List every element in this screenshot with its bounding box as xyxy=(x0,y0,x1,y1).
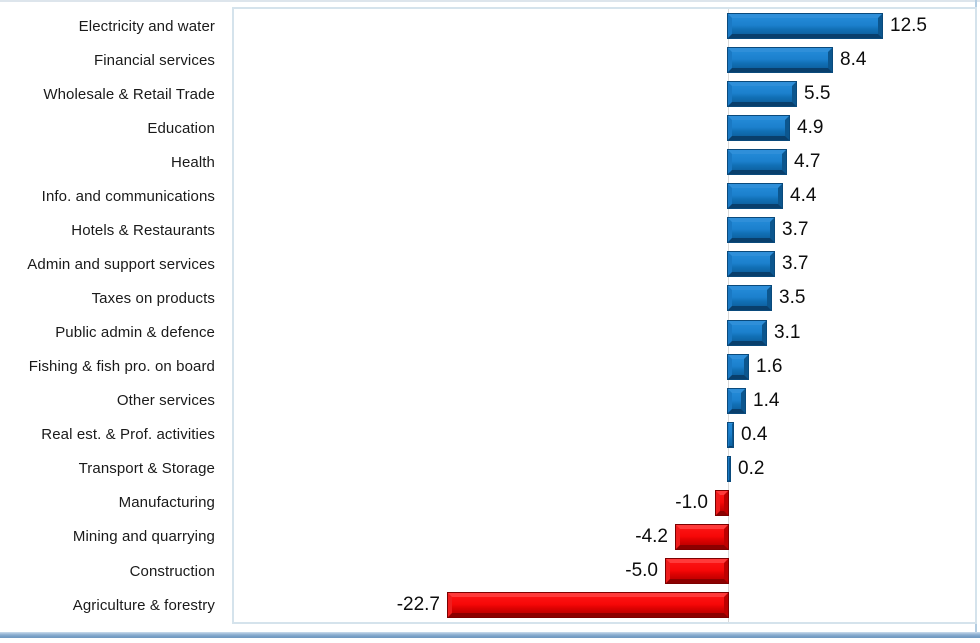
bar-row: 8.4 xyxy=(234,48,975,72)
value-label: -1.0 xyxy=(675,492,708,513)
category-label: Transport & Storage xyxy=(78,460,215,478)
bar-row: 3.5 xyxy=(234,286,975,310)
value-label: 12.5 xyxy=(890,15,927,36)
positive-bar xyxy=(728,82,796,106)
value-label: 3.7 xyxy=(782,219,809,240)
value-label: 4.7 xyxy=(794,151,821,172)
category-label: Wholesale & Retail Trade xyxy=(43,85,215,103)
value-label: 0.4 xyxy=(741,424,768,445)
zero-axis-line xyxy=(728,9,729,622)
category-label: Fishing & fish pro. on board xyxy=(28,358,215,376)
bar-row: 12.5 xyxy=(234,14,975,38)
value-label: 8.4 xyxy=(840,49,867,70)
positive-bar xyxy=(728,286,771,310)
positive-bar xyxy=(728,218,774,242)
bar-row: 0.2 xyxy=(234,457,975,481)
category-label: Electricity and water xyxy=(78,17,215,35)
category-label: Taxes on products xyxy=(91,290,215,308)
category-label: Manufacturing xyxy=(118,494,215,512)
bar-row: 4.4 xyxy=(234,184,975,208)
positive-bar xyxy=(728,150,786,174)
category-axis-labels: Electricity and water Financial services W… xyxy=(0,9,215,622)
category-label: Admin and support services xyxy=(27,255,215,273)
positive-bar xyxy=(728,389,745,413)
negative-bar xyxy=(716,491,728,515)
category-label: Construction xyxy=(129,562,215,580)
plot-area: 12.5 8.4 5.5 4.9 4.7 4.4 3.7 3.7 3.5 3.1 1.6 1.4 0.4… xyxy=(232,7,977,624)
bar-row: 0.4 xyxy=(234,423,975,447)
value-label: -5.0 xyxy=(625,560,658,581)
positive-bar xyxy=(728,184,782,208)
category-label: Financial services xyxy=(93,51,215,69)
bar-row: 3.7 xyxy=(234,218,975,242)
bar-row: 3.1 xyxy=(234,321,975,345)
category-label: Hotels & Restaurants xyxy=(71,221,215,239)
positive-bar xyxy=(728,116,789,140)
positive-bar xyxy=(728,355,748,379)
value-label: 3.7 xyxy=(782,253,809,274)
positive-bar xyxy=(728,252,774,276)
category-label: Mining and quarrying xyxy=(72,528,215,546)
bar-row: 5.5 xyxy=(234,82,975,106)
value-label: 1.6 xyxy=(756,356,783,377)
bar-row: 4.7 xyxy=(234,150,975,174)
negative-bar xyxy=(666,559,728,583)
positive-bar xyxy=(728,423,733,447)
bar-row: 1.6 xyxy=(234,355,975,379)
bar-row: -4.2 xyxy=(234,525,975,549)
negative-bar xyxy=(448,593,728,617)
bar-row: 3.7 xyxy=(234,252,975,276)
value-label: 0.2 xyxy=(738,458,765,479)
positive-bar xyxy=(728,321,766,345)
value-label: -22.7 xyxy=(396,594,440,615)
bar-row: -5.0 xyxy=(234,559,975,583)
value-label: 3.1 xyxy=(774,322,801,343)
positive-bar xyxy=(728,14,882,38)
category-label: Real est. & Prof. activities xyxy=(41,426,215,444)
value-label: 4.4 xyxy=(790,185,817,206)
bar-row: 1.4 xyxy=(234,389,975,413)
value-label: 5.5 xyxy=(804,83,831,104)
positive-bar xyxy=(728,457,730,481)
category-label: Agriculture & forestry xyxy=(72,596,215,614)
value-label: 1.4 xyxy=(753,390,780,411)
category-label: Health xyxy=(171,153,215,171)
bar-row: -22.7 xyxy=(234,593,975,617)
chart-frame-top-border xyxy=(0,0,980,2)
category-label: Education xyxy=(147,119,215,137)
category-label: Info. and communications xyxy=(41,187,215,205)
value-label: 4.9 xyxy=(797,117,824,138)
bar-row: 4.9 xyxy=(234,116,975,140)
value-label: -4.2 xyxy=(635,526,668,547)
negative-bar xyxy=(676,525,728,549)
bar-row: -1.0 xyxy=(234,491,975,515)
positive-bar xyxy=(728,48,832,72)
value-label: 3.5 xyxy=(779,287,806,308)
category-label: Public admin & defence xyxy=(55,324,215,342)
chart-frame-bottom-border xyxy=(0,632,980,638)
category-label: Other services xyxy=(116,392,215,410)
